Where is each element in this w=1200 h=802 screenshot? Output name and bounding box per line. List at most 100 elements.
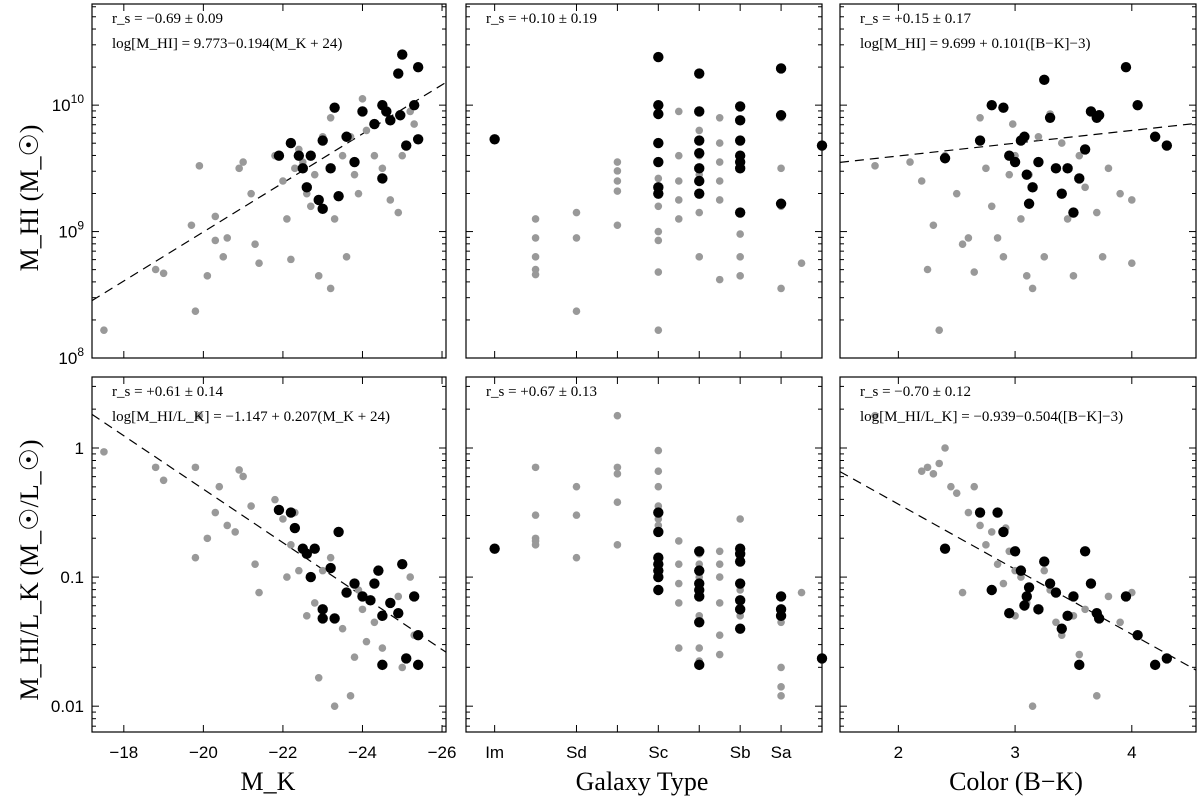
black-point [1079,144,1091,155]
gray-point [777,284,785,293]
stat-text-ratio-vs-mk: r_s = +0.61 ± 0.14 [112,384,223,400]
gray-point [929,470,938,478]
gray-point [1081,605,1089,614]
fit-text-ratio-vs-color: log[M_HI/L_K] = −0.939−0.504([B−K]−3) [860,409,1123,425]
gray-point [1034,132,1043,141]
black-point [734,623,746,634]
black-point [1068,591,1079,602]
black-point [694,565,705,576]
panel-ratio-vs-color [839,411,1197,710]
gray-point [715,650,724,659]
stat-text-mhi-vs-type: r_s = +0.10 ± 0.19 [486,11,597,27]
x-tick-label: 4 [1127,743,1136,762]
black-point [341,587,352,598]
gray-point [342,253,351,261]
black-point [373,565,384,576]
gray-point [958,240,967,249]
gray-point [1022,272,1031,280]
black-point [408,99,420,111]
panel-frame-top-mk [91,3,447,359]
black-point [412,62,424,73]
gray-point [191,463,200,472]
gray-point [531,234,540,242]
gray-point [358,95,367,103]
gray-point [654,467,663,476]
black-point [393,608,404,619]
panel-frame-top-type [465,3,823,359]
gray-point [964,508,973,517]
black-point [317,613,328,624]
black-point [734,115,746,126]
gray-point [378,164,387,173]
gray-point [674,151,683,160]
gray-point [211,508,220,517]
black-point [313,194,324,206]
gray-point [572,208,581,217]
gray-point [306,202,315,211]
black-point [694,135,705,146]
gray-point [976,113,984,122]
gray-point [572,511,581,519]
gray-point [223,521,232,530]
gray-point [1116,618,1124,627]
black-point [325,163,336,174]
black-point [1093,613,1105,624]
gray-point [1116,189,1124,198]
gray-point [1017,215,1025,223]
gray-point [923,265,932,274]
gray-point [1008,120,1017,128]
gray-point [310,599,319,607]
black-point [1062,610,1073,622]
black-point [1019,131,1030,142]
gray-point [947,482,955,491]
gray-point [1092,692,1101,700]
gray-point [1098,253,1107,261]
black-point [974,507,986,518]
black-point [734,207,746,218]
black-point [734,595,746,606]
gray-point [572,553,581,562]
black-point [285,137,297,149]
gray-point [987,528,996,536]
gray-point [100,448,108,456]
gray-point [531,270,540,279]
gray-point [1104,592,1113,601]
gray-point [613,411,622,420]
black-point [401,653,412,664]
gray-point [999,579,1008,588]
gray-point [715,275,724,284]
black-point [397,558,408,570]
black-point [412,629,424,641]
gray-point [654,482,663,491]
gray-point [330,702,339,710]
black-point [734,548,746,560]
gray-point [797,259,806,267]
x-tick-label: −24 [348,743,377,762]
x-tick-label: −18 [109,743,138,762]
gray-point [350,653,359,661]
gray-point [715,560,724,568]
gray-point [370,151,379,160]
black-point [365,595,376,606]
x-tick-label: −22 [268,743,297,762]
black-point [1023,582,1035,593]
gray-point [531,253,540,261]
black-point [1062,163,1073,174]
black-point [653,507,664,518]
black-point [734,556,746,567]
gray-point [613,158,622,166]
black-point [775,110,787,121]
black-point [1149,131,1161,142]
black-point [816,653,828,664]
gray-point [993,560,1002,568]
panel-frame-bottom-mk [91,376,447,733]
black-point [653,526,664,538]
gray-point [310,170,319,179]
gray-point [159,269,168,278]
black-point [1044,578,1056,589]
gray-point [572,307,581,316]
gray-point [613,541,622,549]
gray-point [283,573,291,581]
black-point [653,51,664,63]
gray-point [777,663,785,672]
